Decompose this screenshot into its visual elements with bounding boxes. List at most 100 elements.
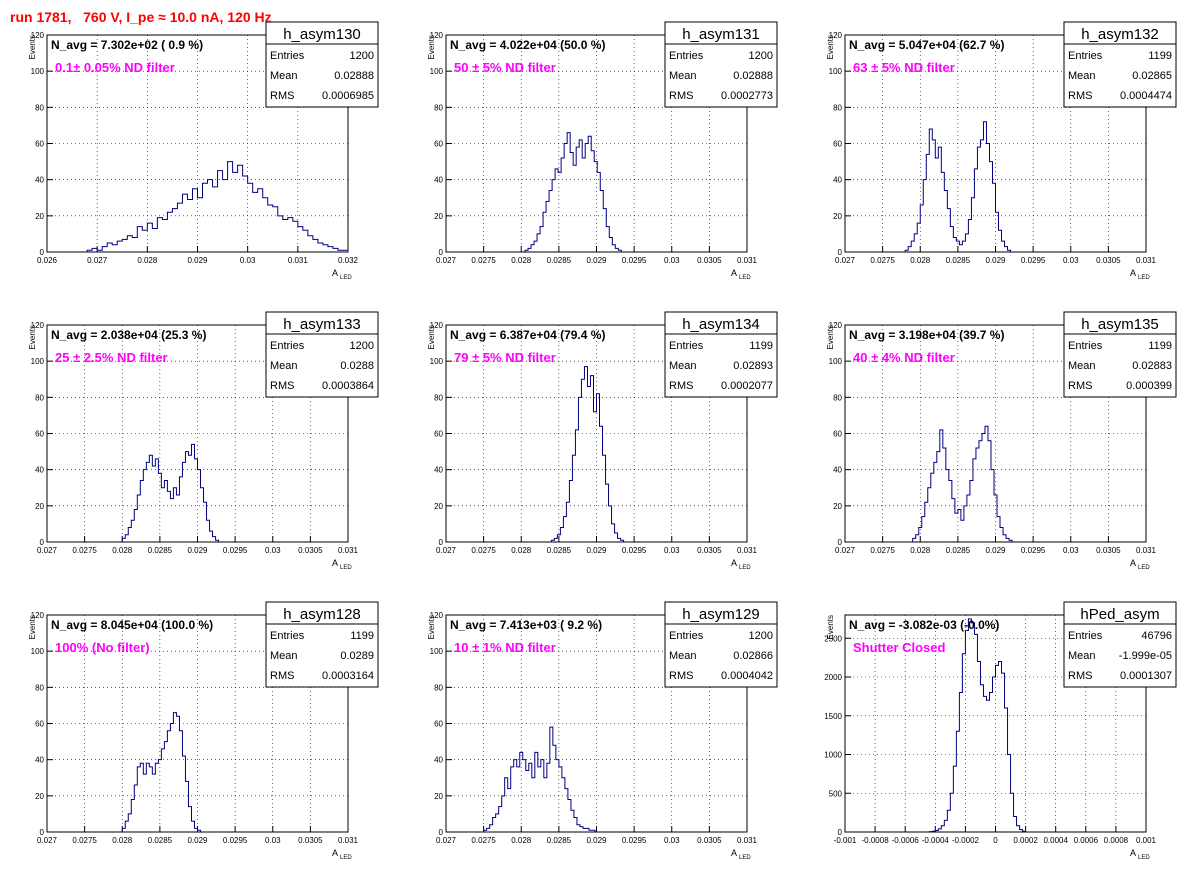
filter-label: 100% (No filter) — [55, 640, 150, 655]
x-tick-label: 0.031 — [338, 836, 359, 845]
x-tick-label: 0.027 — [37, 836, 58, 845]
y-tick-label: 40 — [434, 466, 443, 475]
stats-box-frame — [1063, 601, 1177, 688]
filter-label: 40 ± 4% ND filter — [853, 350, 955, 365]
x-tick-label: 0.028 — [511, 256, 532, 265]
x-tick-label: 0.0285 — [148, 836, 173, 845]
filter-label: 79 ± 5% ND filter — [454, 350, 556, 365]
stats-box: h_asym129 Entries 1200 Mean 0.02866 RMS 0.0004… — [664, 601, 778, 688]
x-tick-label: 0.028 — [112, 836, 133, 845]
x-tick-label: 0.027 — [87, 256, 108, 265]
stats-box: h_asym134 Entries 1199 Mean 0.02893 RMS 0.0002… — [664, 311, 778, 398]
x-tick-label: 0.0004 — [1043, 836, 1068, 845]
histogram-series-line — [86, 161, 349, 252]
x-tick-label: 0.0275 — [471, 836, 496, 845]
y-tick-label: 100 — [31, 647, 45, 656]
stats-label-mean: Mean — [669, 650, 697, 662]
x-tick-label: 0.031 — [1136, 256, 1157, 265]
y-axis-title: Events — [826, 325, 835, 349]
x-tick-label: 0.0008 — [1104, 836, 1129, 845]
x-tick-label: 0.029 — [586, 836, 607, 845]
y-tick-label: 40 — [833, 466, 842, 475]
x-tick-label: 0.028 — [511, 836, 532, 845]
navg-label: N_avg = -3.082e-03 (-0.0%) — [849, 618, 999, 632]
stats-value-mean: 0.02883 — [1132, 360, 1172, 372]
x-axis-subscript: LED — [340, 855, 352, 861]
y-tick-label: 0 — [439, 828, 444, 837]
y-tick-label: 100 — [430, 67, 444, 76]
histogram-series-line — [121, 443, 220, 542]
stats-box-frame — [265, 601, 379, 688]
stats-label-rms: RMS — [270, 670, 294, 682]
stats-label-entries: Entries — [669, 340, 704, 352]
stats-label-rms: RMS — [669, 380, 693, 392]
y-tick-label: 20 — [35, 502, 44, 511]
y-tick-label: 20 — [434, 212, 443, 221]
stats-box-frame — [1063, 311, 1177, 398]
x-tick-label: 0.031 — [737, 836, 758, 845]
x-tick-label: 0.03 — [1063, 546, 1079, 555]
filter-label: 63 ± 5% ND filter — [853, 60, 955, 75]
y-tick-label: 40 — [833, 176, 842, 185]
histogram-series-line — [524, 132, 622, 252]
y-tick-label: 1000 — [824, 751, 842, 760]
x-tick-label: 0.0295 — [223, 836, 248, 845]
y-tick-label: 20 — [833, 212, 842, 221]
stats-label-rms: RMS — [669, 90, 693, 102]
y-tick-label: 20 — [833, 502, 842, 511]
stats-label-entries: Entries — [270, 50, 305, 62]
stats-label-entries: Entries — [1068, 50, 1103, 62]
stats-value-mean: 0.02893 — [733, 360, 773, 372]
y-tick-label: 0 — [40, 248, 45, 257]
stats-label-rms: RMS — [1068, 670, 1092, 682]
histogram-panel-h_asym131: 0.027 0.0275 0.028 0.0285 0.029 0.0295 0.03 0.0… — [427, 21, 778, 281]
stats-label-rms: RMS — [1068, 90, 1092, 102]
histogram-panel-h_asym129: 0.027 0.0275 0.028 0.0285 0.029 0.0295 0.03 0.0… — [427, 601, 778, 861]
x-tick-label: 0.031 — [338, 546, 359, 555]
x-axis-title: A — [1130, 558, 1136, 568]
y-axis-title: Events — [826, 615, 835, 639]
y-tick-label: 60 — [35, 720, 44, 729]
x-tick-label: 0.03 — [664, 836, 680, 845]
stats-value-entries: 46796 — [1141, 630, 1172, 642]
x-tick-label: -0.0006 — [892, 836, 920, 845]
y-tick-label: 20 — [434, 502, 443, 511]
y-tick-label: 120 — [31, 321, 45, 330]
y-tick-label: 40 — [35, 466, 44, 475]
stats-label-entries: Entries — [669, 50, 704, 62]
y-tick-label: 60 — [434, 720, 443, 729]
x-tick-label: 0.0275 — [471, 256, 496, 265]
stats-box-title: h_asym132 — [1081, 26, 1159, 43]
navg-label: N_avg = 7.302e+02 ( 0.9 %) — [51, 38, 203, 52]
x-axis-subscript: LED — [1138, 275, 1150, 281]
y-axis-title: Events — [28, 325, 37, 349]
stats-value-entries: 1200 — [749, 630, 773, 642]
x-tick-label: 0.0305 — [298, 546, 323, 555]
x-tick-label: 0.0305 — [298, 836, 323, 845]
x-tick-label: 0.0275 — [870, 256, 895, 265]
stats-box-title: h_asym130 — [283, 26, 361, 43]
y-tick-label: 20 — [434, 792, 443, 801]
y-tick-label: 120 — [430, 31, 444, 40]
stats-box: h_asym128 Entries 1199 Mean 0.0289 RMS 0.00031… — [265, 601, 379, 688]
stats-value-mean: 0.0288 — [340, 360, 374, 372]
run-title: run 1781, 760 V, I_pe ≈ 10.0 nA, 120 Hz — [10, 9, 272, 25]
x-tick-label: 0.0285 — [547, 836, 572, 845]
navg-label: N_avg = 6.387e+04 (79.4 %) — [450, 328, 605, 342]
y-tick-label: 20 — [35, 792, 44, 801]
stats-label-mean: Mean — [1068, 360, 1096, 372]
filter-label: 50 ± 5% ND filter — [454, 60, 556, 75]
y-tick-label: 60 — [35, 430, 44, 439]
stats-label-mean: Mean — [1068, 650, 1096, 662]
y-tick-label: 120 — [31, 31, 45, 40]
stats-value-entries: 1199 — [1148, 50, 1172, 62]
x-tick-label: 0.028 — [137, 256, 158, 265]
filter-label: Shutter Closed — [853, 640, 946, 655]
histogram-panel-h_asym135: 0.027 0.0275 0.028 0.0285 0.029 0.0295 0.03 0.0… — [826, 311, 1177, 571]
y-tick-label: 120 — [430, 611, 444, 620]
y-tick-label: 40 — [35, 756, 44, 765]
filter-label: 0.1± 0.05% ND filter — [55, 60, 175, 75]
x-tick-label: 0.027 — [37, 546, 58, 555]
stats-value-mean: 0.02888 — [733, 70, 773, 82]
histogram-series-line — [912, 425, 1013, 542]
